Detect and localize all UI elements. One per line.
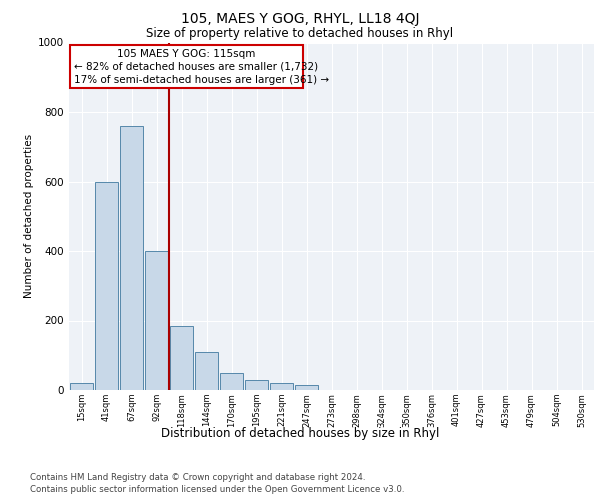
Text: Size of property relative to detached houses in Rhyl: Size of property relative to detached ho…	[146, 28, 454, 40]
Text: Contains public sector information licensed under the Open Government Licence v3: Contains public sector information licen…	[30, 485, 404, 494]
Bar	[145, 251, 169, 390]
Text: 17% of semi-detached houses are larger (361) →: 17% of semi-detached houses are larger (…	[74, 75, 329, 85]
Y-axis label: Number of detached properties: Number of detached properties	[24, 134, 34, 298]
FancyBboxPatch shape	[70, 46, 303, 88]
Text: ← 82% of detached houses are smaller (1,732): ← 82% of detached houses are smaller (1,…	[74, 62, 318, 72]
Bar	[295, 385, 319, 390]
Text: 105 MAES Y GOG: 115sqm: 105 MAES Y GOG: 115sqm	[118, 49, 256, 59]
Bar	[70, 383, 94, 390]
Bar	[170, 326, 193, 390]
Bar	[220, 372, 244, 390]
Bar	[194, 352, 218, 390]
Text: Contains HM Land Registry data © Crown copyright and database right 2024.: Contains HM Land Registry data © Crown c…	[30, 472, 365, 482]
Text: 105, MAES Y GOG, RHYL, LL18 4QJ: 105, MAES Y GOG, RHYL, LL18 4QJ	[181, 12, 419, 26]
Bar	[269, 383, 293, 390]
Bar	[95, 182, 118, 390]
Bar	[245, 380, 268, 390]
Text: Distribution of detached houses by size in Rhyl: Distribution of detached houses by size …	[161, 428, 439, 440]
Bar	[119, 126, 143, 390]
